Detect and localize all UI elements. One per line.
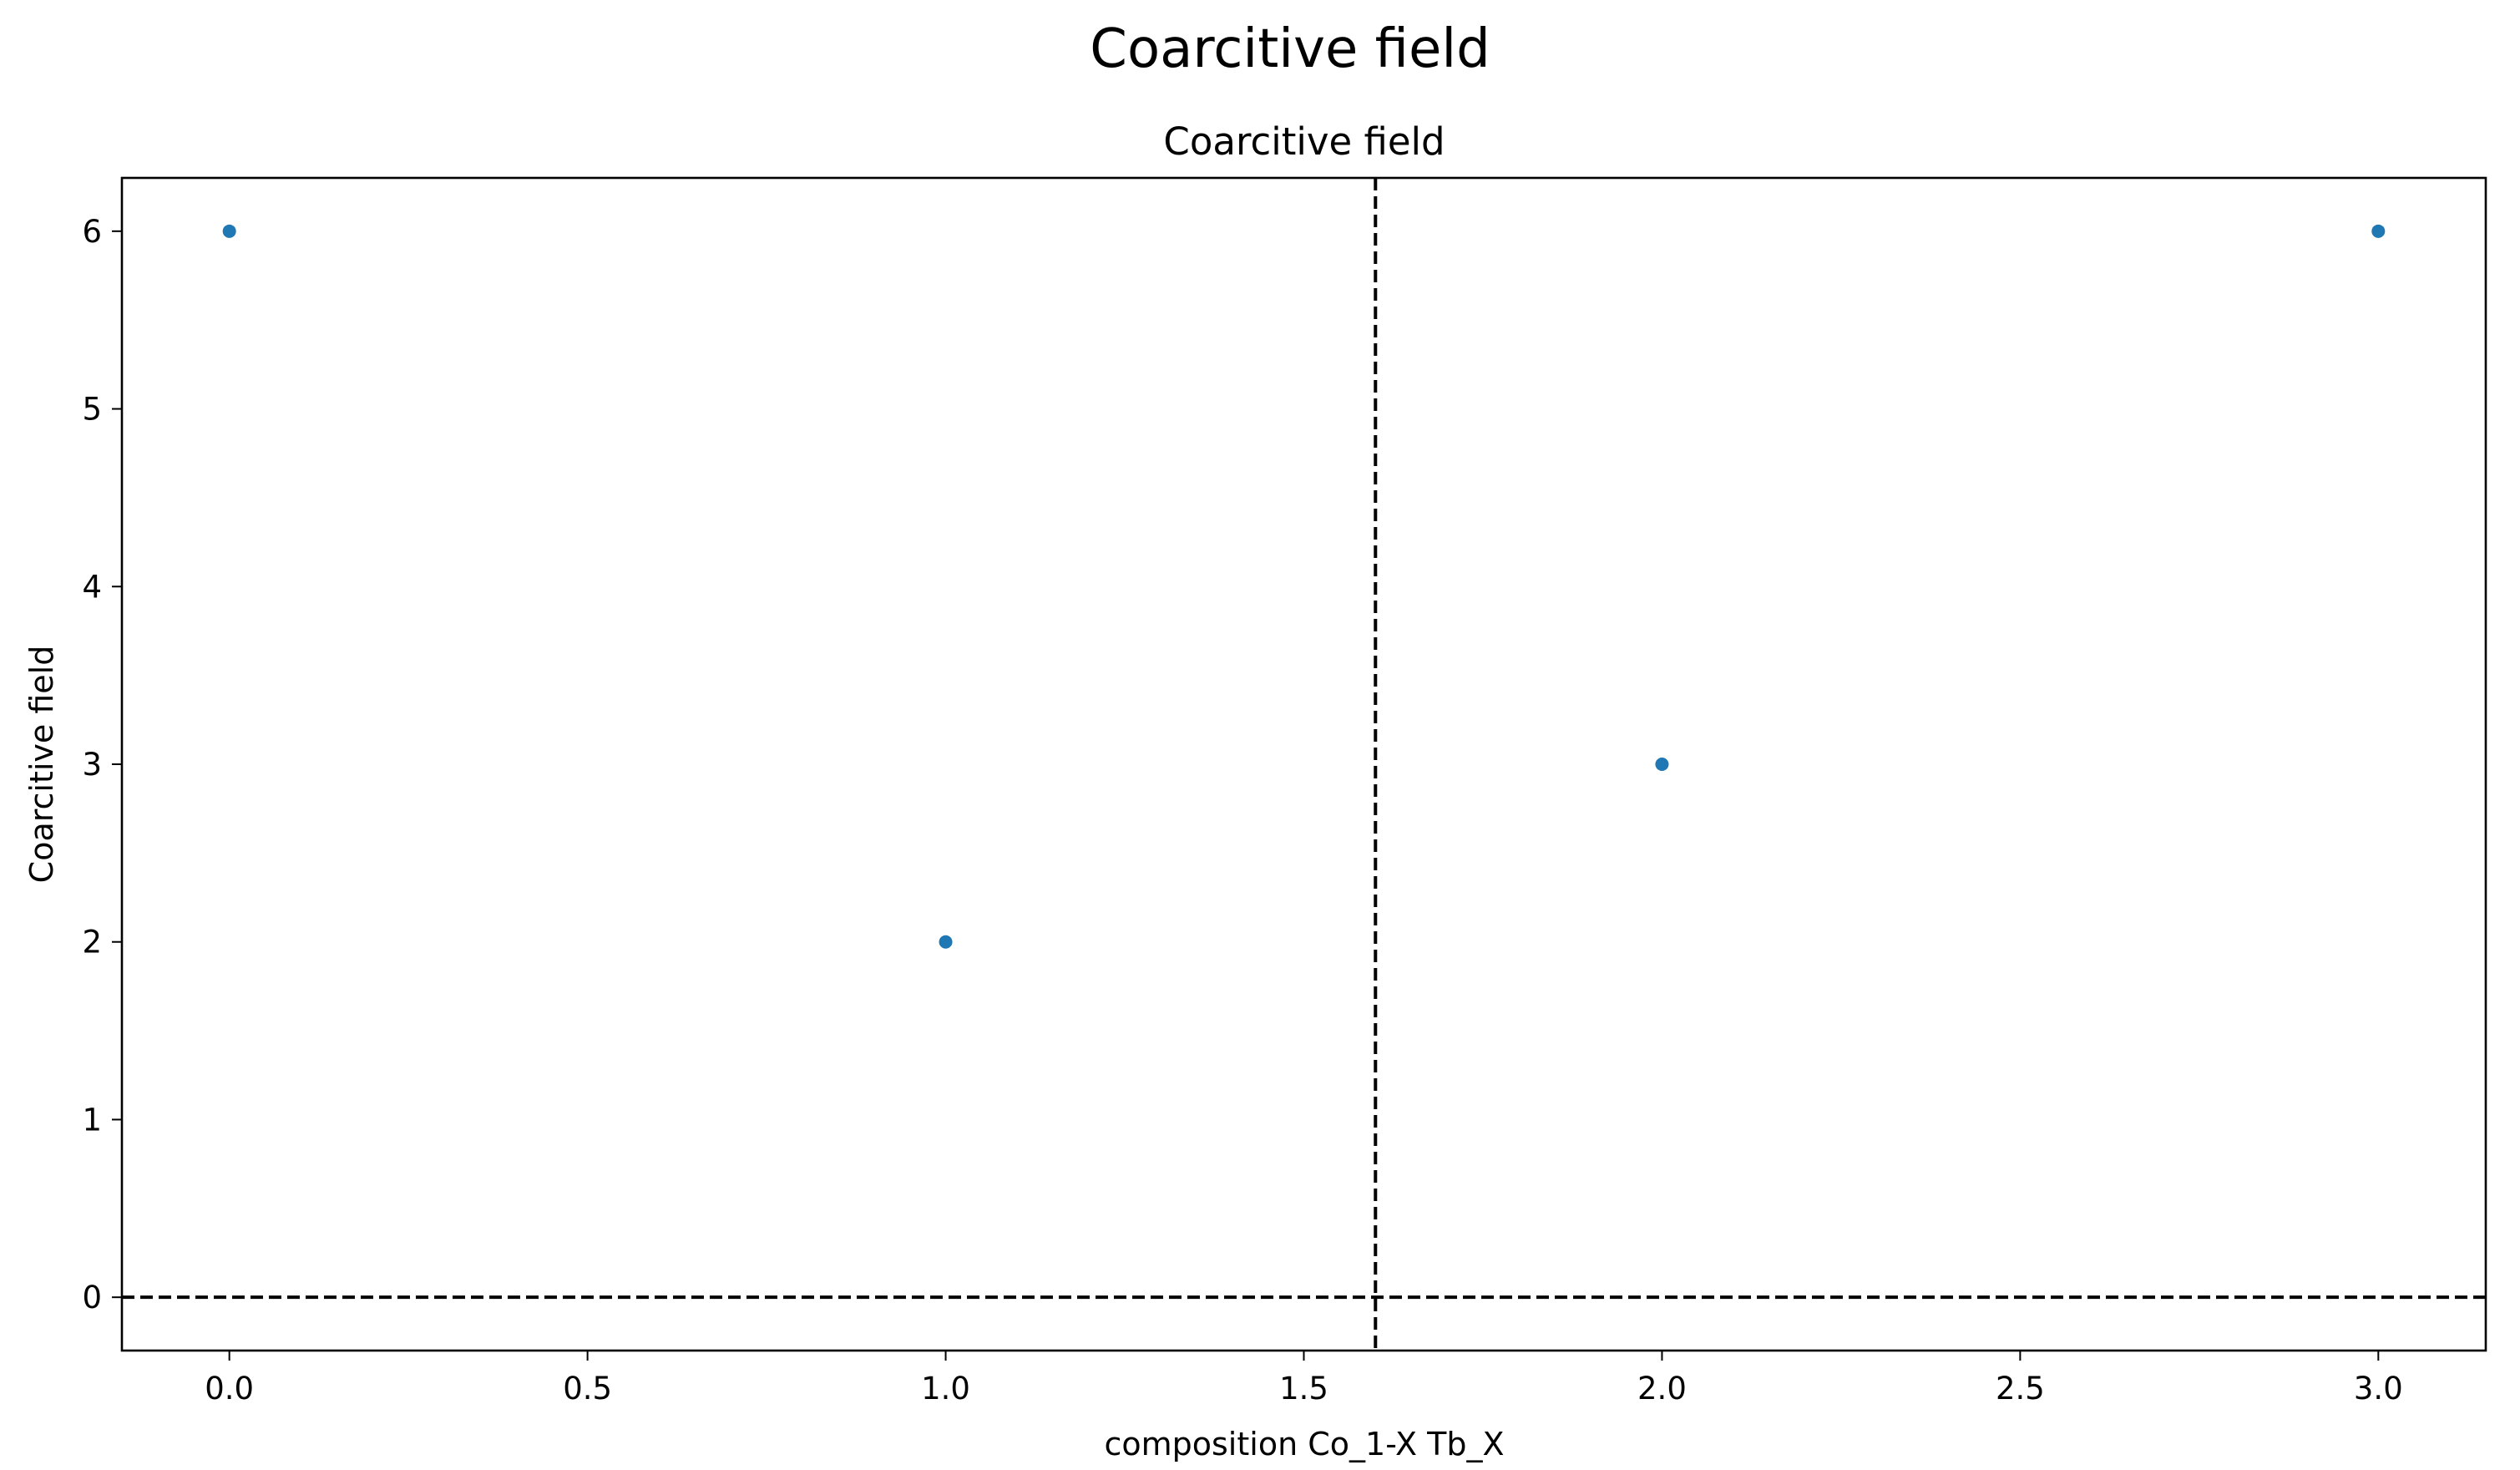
x-tick-label: 2.0 [1637, 1371, 1687, 1407]
axes-title: Coarcitive field [1163, 119, 1445, 164]
y-tick-label: 1 [82, 1102, 102, 1138]
data-point [939, 935, 953, 949]
x-tick-label: 2.5 [1996, 1371, 2045, 1407]
y-tick-label: 3 [82, 747, 102, 783]
axes-frame [120, 176, 2487, 1352]
y-axis-label: Coarcitive field [23, 646, 60, 884]
y-tick-label: 4 [82, 569, 102, 605]
x-tick-label: 1.0 [921, 1371, 970, 1407]
figure-title: Coarcitive field [1090, 18, 1490, 80]
data-point [2371, 224, 2386, 238]
x-tick-label: 1.5 [1279, 1371, 1328, 1407]
x-tick-label: 0.0 [205, 1371, 254, 1407]
plot-area: 0.0 0.5 1.0 1.5 2.0 2.5 3.0 0 1 2 3 4 5 6 [82, 176, 2487, 1407]
x-axis-label: composition Co_1-X Tb_X [1104, 1426, 1504, 1462]
y-tick-label: 5 [82, 392, 102, 428]
y-tick-label: 2 [82, 925, 102, 961]
x-tick-label: 3.0 [2354, 1371, 2403, 1407]
data-point [1655, 758, 1669, 771]
y-tick-label: 6 [82, 214, 102, 250]
y-tick-label: 0 [82, 1280, 102, 1315]
x-tick-label: 0.5 [563, 1371, 612, 1407]
data-point [222, 224, 236, 238]
